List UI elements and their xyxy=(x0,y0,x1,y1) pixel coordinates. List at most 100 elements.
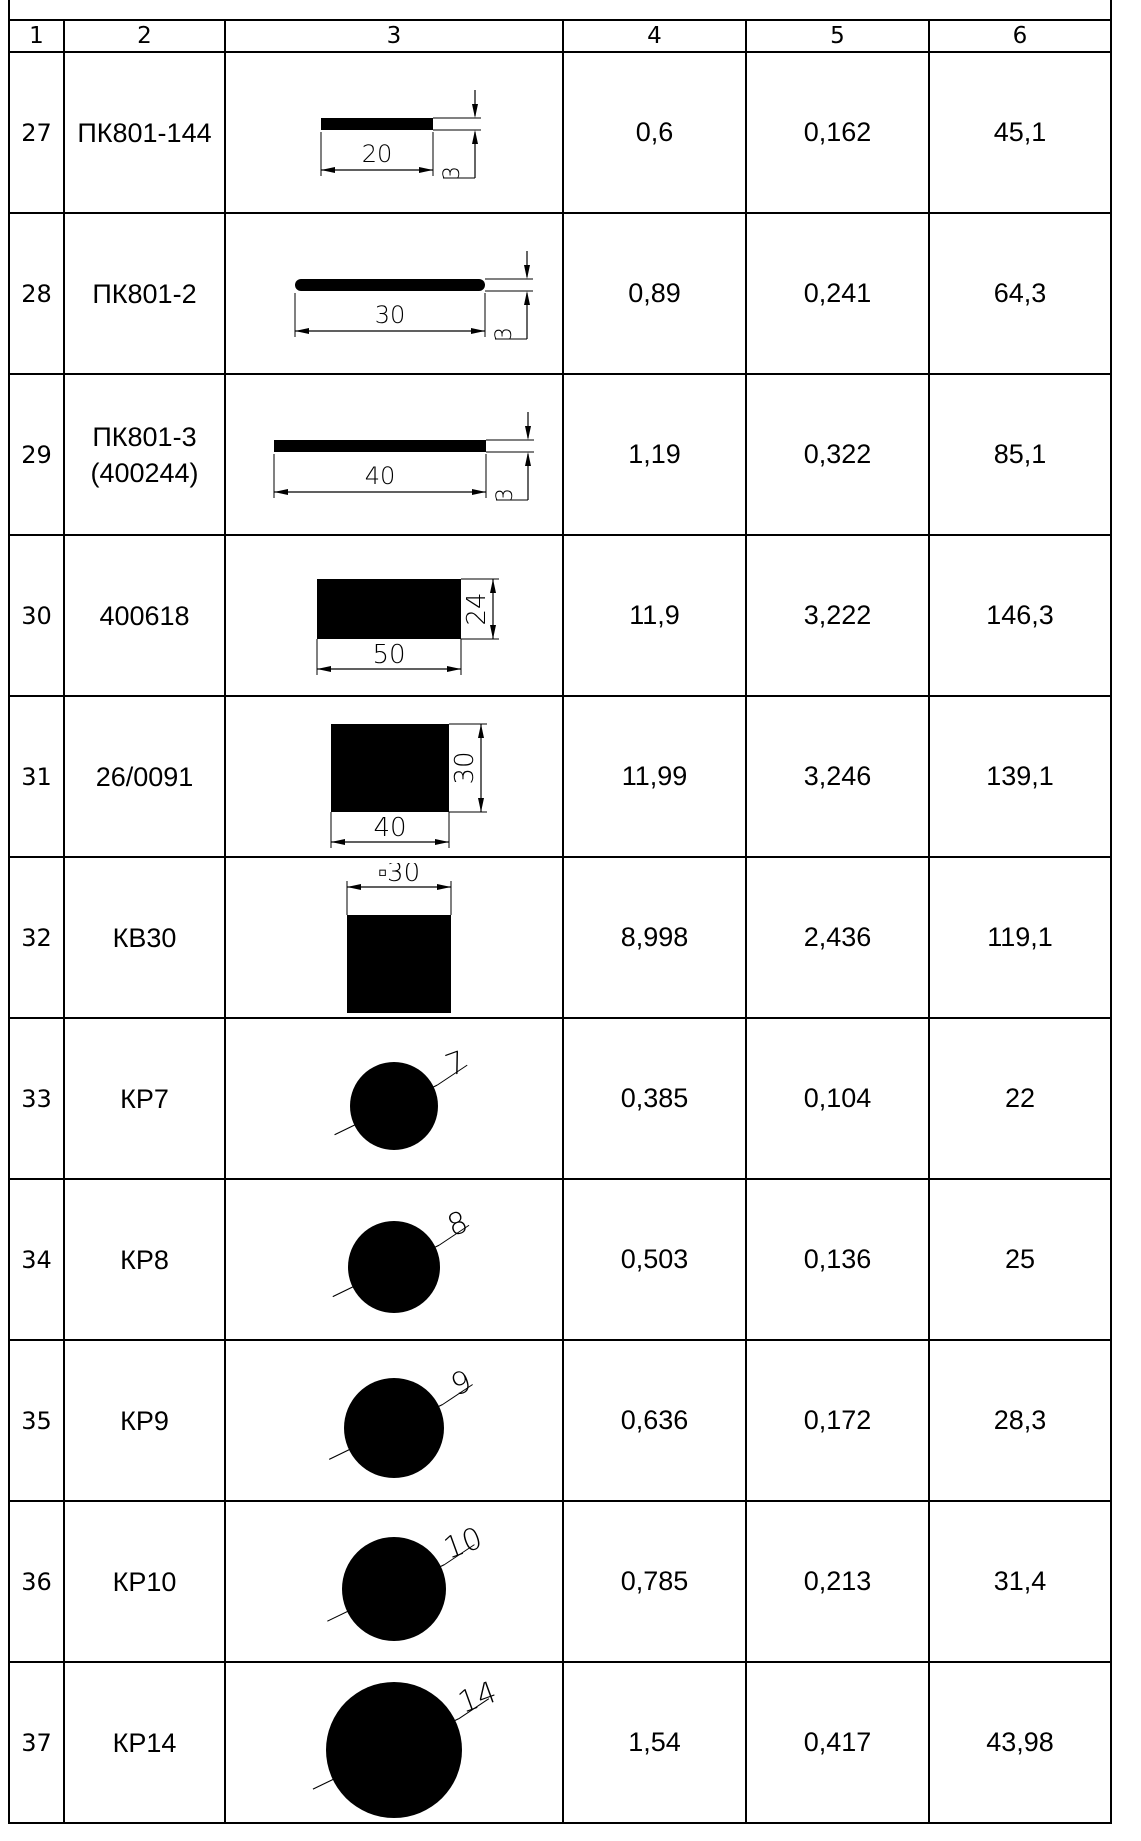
dimension-arrowhead xyxy=(347,883,361,890)
row-number: 31 xyxy=(8,695,65,858)
dimension-arrowhead xyxy=(274,488,288,495)
profile-drawing: 50 24 xyxy=(316,578,499,675)
table-row: 29 ПК801-3 (400244) 40 3 1,19 0,322 85,1 xyxy=(8,373,1112,536)
value-col-6: 22 xyxy=(928,1017,1112,1180)
flat-bar-profile xyxy=(295,278,485,291)
table-row: 32 КВ30 ▫30 8,998 2,436 119,1 xyxy=(8,856,1112,1019)
profile-drawing-cell: 10 xyxy=(224,1500,564,1663)
profile-code: ПК801-2 xyxy=(63,212,226,375)
diameter-leader xyxy=(332,1244,440,1297)
value-col-6: 28,3 xyxy=(928,1339,1112,1502)
diameter-leader xyxy=(328,1403,443,1460)
value-col-5: 0,172 xyxy=(745,1339,930,1502)
dimension-arrowhead xyxy=(524,290,530,305)
profile-code: КР8 xyxy=(63,1178,226,1341)
diameter-dimension-label: 14 xyxy=(454,1674,502,1720)
header-col-6: 6 xyxy=(928,19,1112,53)
row-number: 28 xyxy=(8,212,65,375)
row-number: 29 xyxy=(8,373,65,536)
row-number: 35 xyxy=(8,1339,65,1502)
diameter-leader-tail xyxy=(442,1383,473,1405)
dimension-arrowhead xyxy=(524,264,530,279)
value-col-6: 31,4 xyxy=(928,1500,1112,1663)
dimension-arrowhead xyxy=(317,665,331,672)
dimension-arrowhead xyxy=(525,425,531,440)
value-col-6: 45,1 xyxy=(928,51,1112,214)
width-dimension-label: 50 xyxy=(372,640,405,670)
profile-drawing: 20 3 xyxy=(320,89,481,180)
thickness-dimension-label: 3 xyxy=(493,488,518,502)
thickness-dimension-label: 3 xyxy=(440,166,465,180)
value-col-5: 0,162 xyxy=(745,51,930,214)
diameter-dimension-label: 10 xyxy=(439,1520,487,1566)
profile-drawing-cell: 7 xyxy=(224,1017,564,1180)
row-number: 32 xyxy=(8,856,65,1019)
table-row: 31 26/0091 40 30 11,99 3,246 139,1 xyxy=(8,695,1112,858)
table-row: 33 КР7 7 0,385 0,104 22 xyxy=(8,1017,1112,1180)
profile-drawing: 40 3 xyxy=(273,411,534,502)
profile-code: КР9 xyxy=(63,1339,226,1502)
profile-code: КР14 xyxy=(63,1661,226,1824)
value-col-4: 1,19 xyxy=(562,373,747,536)
flat-bar-profile xyxy=(321,117,433,130)
row-number: 30 xyxy=(8,534,65,697)
value-col-4: 8,998 xyxy=(562,856,747,1019)
table-top-strip xyxy=(8,0,1112,21)
row-number: 27 xyxy=(8,51,65,214)
profile-drawing: ▫30 xyxy=(346,863,452,1013)
profile-drawing-cell: 20 3 xyxy=(224,51,564,214)
width-dimension-label: 40 xyxy=(373,813,406,843)
profile-code: ПК801-144 xyxy=(63,51,226,214)
flat-bar-profile xyxy=(274,439,486,452)
value-col-4: 0,6 xyxy=(562,51,747,214)
profile-code: КР10 xyxy=(63,1500,226,1663)
profile-drawing-cell: 40 30 xyxy=(224,695,564,858)
diameter-leader xyxy=(334,1084,438,1135)
profile-code: КР7 xyxy=(63,1017,226,1180)
value-col-6: 25 xyxy=(928,1178,1112,1341)
diameter-dimension-label: 8 xyxy=(443,1204,473,1243)
profile-drawing: 40 30 xyxy=(330,723,487,848)
header-col-1: 1 xyxy=(8,19,65,53)
table-row: 36 КР10 10 0,785 0,213 31,4 xyxy=(8,1500,1112,1663)
width-dimension-label: 40 xyxy=(365,462,396,490)
diameter-leader-tail xyxy=(436,1064,468,1086)
value-col-6: 139,1 xyxy=(928,695,1112,858)
profile-drawing-cell: 8 xyxy=(224,1178,564,1341)
diameter-leader-tail xyxy=(444,1543,475,1565)
value-col-6: 64,3 xyxy=(928,212,1112,375)
value-col-5: 0,417 xyxy=(745,1661,930,1824)
profile-drawing-cell: 50 24 xyxy=(224,534,564,697)
table-row: 34 КР8 8 0,503 0,136 25 xyxy=(8,1178,1112,1341)
value-col-5: 0,104 xyxy=(745,1017,930,1180)
row-number: 37 xyxy=(8,1661,65,1824)
value-col-4: 0,385 xyxy=(562,1017,747,1180)
square-profile xyxy=(347,914,451,1013)
profile-code: ПК801-3 (400244) xyxy=(63,373,226,536)
value-col-4: 11,99 xyxy=(562,695,747,858)
profile-code: 400618 xyxy=(63,534,226,697)
height-dimension-label: 24 xyxy=(462,592,492,625)
value-col-4: 0,89 xyxy=(562,212,747,375)
profile-drawing: 10 xyxy=(327,1520,487,1641)
side-dimension-label: ▫30 xyxy=(378,863,420,888)
value-col-6: 43,98 xyxy=(928,1661,1112,1824)
value-col-6: 119,1 xyxy=(928,856,1112,1019)
header-col-2: 2 xyxy=(63,19,226,53)
table-row: 27 ПК801-144 20 3 0,6 0,162 45,1 xyxy=(8,51,1112,214)
value-col-4: 11,9 xyxy=(562,534,747,697)
dimension-arrowhead xyxy=(478,723,484,738)
rectangular-profile xyxy=(317,578,461,639)
value-col-4: 1,54 xyxy=(562,1661,747,1824)
diameter-dimension-label: 9 xyxy=(446,1363,476,1402)
table-row: 30 400618 50 24 11,9 3,222 146,3 xyxy=(8,534,1112,697)
value-col-5: 3,222 xyxy=(745,534,930,697)
header-row: 1 2 3 4 5 6 xyxy=(8,19,1112,53)
value-col-5: 0,241 xyxy=(745,212,930,375)
value-col-5: 3,246 xyxy=(745,695,930,858)
dimension-arrowhead xyxy=(490,578,496,593)
profile-drawing-cell: 40 3 xyxy=(224,373,564,536)
value-col-5: 2,436 xyxy=(745,856,930,1019)
dimension-arrowhead xyxy=(478,797,484,812)
